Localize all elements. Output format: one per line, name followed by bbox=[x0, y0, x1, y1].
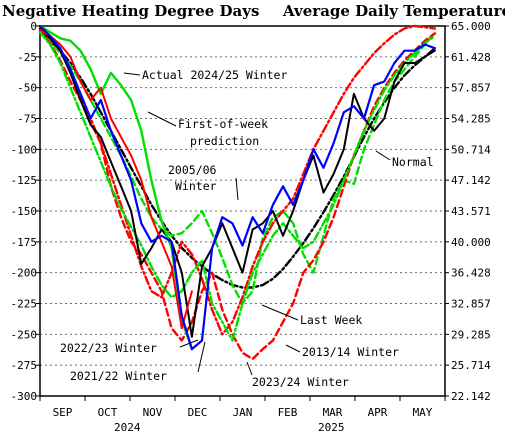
annotation-2013-arrow bbox=[285, 344, 301, 353]
month-label: MAR bbox=[323, 406, 343, 419]
right-tick-label: 61.428 bbox=[451, 51, 491, 64]
right-tick-label: 57.857 bbox=[451, 82, 491, 95]
annotation-actual-arrow bbox=[123, 72, 141, 76]
annotation-2021: 2021/22 Winter bbox=[70, 369, 167, 383]
left-tick-label: -275 bbox=[11, 359, 38, 372]
annotation-0506-arrow bbox=[235, 177, 239, 201]
month-label: NOV bbox=[143, 406, 163, 419]
right-tick-label: 36.428 bbox=[451, 267, 491, 280]
left-tick-label: -125 bbox=[11, 174, 38, 187]
chart-title-left: Negative Heating Degree Days bbox=[2, 2, 259, 20]
annotation-lastweek-arrow bbox=[261, 304, 299, 321]
right-tick-label: 43.571 bbox=[451, 205, 491, 218]
series-line-s2023 bbox=[38, 31, 437, 342]
annotation-season0506: 2005/06 bbox=[168, 163, 217, 177]
series-line-actual bbox=[38, 24, 194, 351]
month-label: MAY bbox=[413, 406, 433, 419]
right-tick-label: 32.857 bbox=[451, 298, 491, 311]
annotation-2022: 2022/23 Winter bbox=[60, 341, 157, 355]
left-tick-label: -25 bbox=[17, 51, 37, 64]
right-tick-label: 25.714 bbox=[451, 359, 491, 372]
annotation-2021-arrow bbox=[197, 341, 206, 373]
annotation-2022-arrow bbox=[179, 339, 199, 348]
left-tick-label: -200 bbox=[11, 267, 38, 280]
annotation-lastweek: Last Week bbox=[300, 313, 362, 327]
month-label: DEC bbox=[188, 406, 208, 419]
annotation-normal: Normal bbox=[392, 155, 434, 169]
annotation-2023-arrow bbox=[246, 361, 253, 376]
annotation-firstweek-arrow bbox=[147, 111, 177, 127]
annotation-actual: Actual 2024/25 Winter bbox=[142, 68, 287, 82]
series-line-first_week bbox=[39, 28, 193, 330]
left-tick-label: -100 bbox=[11, 143, 38, 156]
year-label-2025: 2025 bbox=[318, 421, 345, 434]
month-label: SEP bbox=[53, 406, 73, 419]
left-tick-label: -300 bbox=[11, 390, 38, 403]
right-tick-label: 22.142 bbox=[451, 390, 491, 403]
annotation-2013: 2013/14 Winter bbox=[302, 345, 399, 359]
year-label-2024: 2024 bbox=[114, 421, 141, 434]
annotation-firstweek: First-of-week bbox=[178, 117, 268, 131]
series-line-normal bbox=[38, 31, 437, 289]
series-line-last_week bbox=[38, 24, 436, 351]
right-tick-label: 47.142 bbox=[451, 174, 491, 187]
right-tick-label: 54.285 bbox=[451, 113, 491, 126]
month-label: JAN bbox=[233, 406, 253, 419]
left-tick-label: 0 bbox=[30, 20, 37, 33]
chart-title-right: Average Daily Temperature °F bbox=[282, 2, 505, 20]
left-tick-label: -50 bbox=[17, 82, 37, 95]
right-axis-ticks: 65.000 61.428 57.857 54.285 50.714 47.142 43.5… bbox=[445, 20, 491, 403]
month-label: OCT bbox=[98, 406, 118, 419]
left-tick-label: -250 bbox=[11, 328, 38, 341]
right-tick-label: 50.714 bbox=[451, 143, 491, 156]
series-layer bbox=[38, 24, 437, 361]
right-tick-label: 65.000 bbox=[451, 20, 491, 33]
left-tick-label: -150 bbox=[11, 205, 38, 218]
left-tick-label: -175 bbox=[11, 236, 38, 249]
left-tick-label: -225 bbox=[11, 298, 38, 311]
left-tick-label: -75 bbox=[17, 113, 37, 126]
month-label: APR bbox=[368, 406, 388, 419]
annotation-normal-arrow bbox=[375, 150, 391, 161]
annotation-winter0506: Winter bbox=[175, 179, 217, 193]
annotation-2023: 2023/24 Winter bbox=[252, 375, 349, 389]
right-tick-label: 29.285 bbox=[451, 328, 491, 341]
series-line-s2005 bbox=[38, 28, 437, 305]
month-axis-ticks: SEP OCT NOV DEC JAN FEB MAR APR MAY bbox=[39, 396, 446, 419]
series-line-s2022 bbox=[39, 27, 436, 338]
annotation-prediction: prediction bbox=[190, 134, 259, 148]
series-line-s2021 bbox=[38, 24, 437, 336]
month-label: FEB bbox=[278, 406, 298, 419]
right-tick-label: 40.000 bbox=[451, 236, 491, 249]
left-axis-ticks: 0 -25 -50 -75 -100 -125 -150 -175 -200 -225 -250 -2… bbox=[11, 20, 40, 403]
